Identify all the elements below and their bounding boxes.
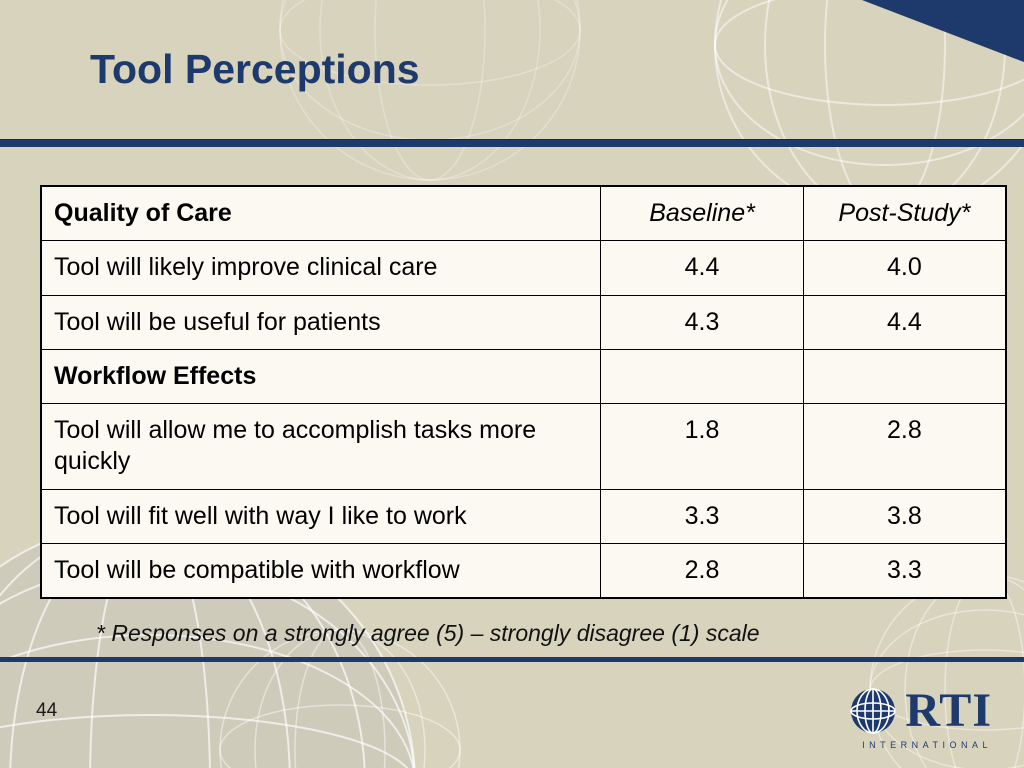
- row-label: Tool will allow me to accomplish tasks m…: [40, 403, 602, 490]
- baseline-value: 4.3: [600, 294, 804, 350]
- baseline-value: [600, 348, 804, 405]
- footnote: * Responses on a strongly agree (5) – st…: [96, 620, 760, 646]
- table-row: Tool will be useful for patients 4.3 4.4: [40, 294, 1007, 350]
- post-study-value: 3.3: [802, 542, 1007, 599]
- table-row: Tool will allow me to accomplish tasks m…: [40, 403, 1007, 490]
- post-study-value: 2.8: [802, 403, 1007, 490]
- row-label: Tool will be compatible with workflow: [40, 542, 602, 599]
- post-study-value: 4.4: [802, 294, 1007, 350]
- page-number: 44: [36, 700, 58, 721]
- page-title: Tool Perceptions: [90, 46, 420, 92]
- header-quality-of-care: Quality of Care: [40, 185, 602, 242]
- rti-globe-icon: [850, 688, 897, 734]
- title-divider: [0, 139, 1024, 147]
- header-post-study: Post-Study*: [802, 185, 1007, 242]
- section-label: Workflow Effects: [40, 348, 602, 405]
- row-label: Tool will be useful for patients: [40, 294, 602, 350]
- table-row: Tool will be compatible with workflow 2.…: [40, 542, 1007, 599]
- post-study-value: [802, 348, 1007, 405]
- baseline-value: 4.4: [600, 240, 804, 296]
- rti-logo: RTI INTERNATIONAL: [847, 685, 992, 750]
- header-baseline: Baseline*: [600, 185, 804, 242]
- rti-logo-text: RTI: [905, 684, 992, 737]
- rti-logo-subtext: INTERNATIONAL: [862, 740, 992, 750]
- table-row: Tool will likely improve clinical care 4…: [40, 240, 1007, 296]
- table-section-row: Workflow Effects: [40, 348, 1007, 405]
- baseline-value: 2.8: [600, 542, 804, 599]
- perceptions-table: Quality of Care Baseline* Post-Study* To…: [40, 185, 1007, 599]
- post-study-value: 3.8: [802, 488, 1007, 544]
- table-row: Tool will fit well with way I like to wo…: [40, 488, 1007, 544]
- corner-accent: [862, 0, 1024, 62]
- table-header-row: Quality of Care Baseline* Post-Study*: [40, 185, 1007, 242]
- row-label: Tool will fit well with way I like to wo…: [40, 488, 602, 544]
- row-label: Tool will likely improve clinical care: [40, 240, 602, 296]
- baseline-value: 1.8: [600, 403, 804, 490]
- post-study-value: 4.0: [802, 240, 1007, 296]
- footer-divider: [0, 657, 1024, 662]
- baseline-value: 3.3: [600, 488, 804, 544]
